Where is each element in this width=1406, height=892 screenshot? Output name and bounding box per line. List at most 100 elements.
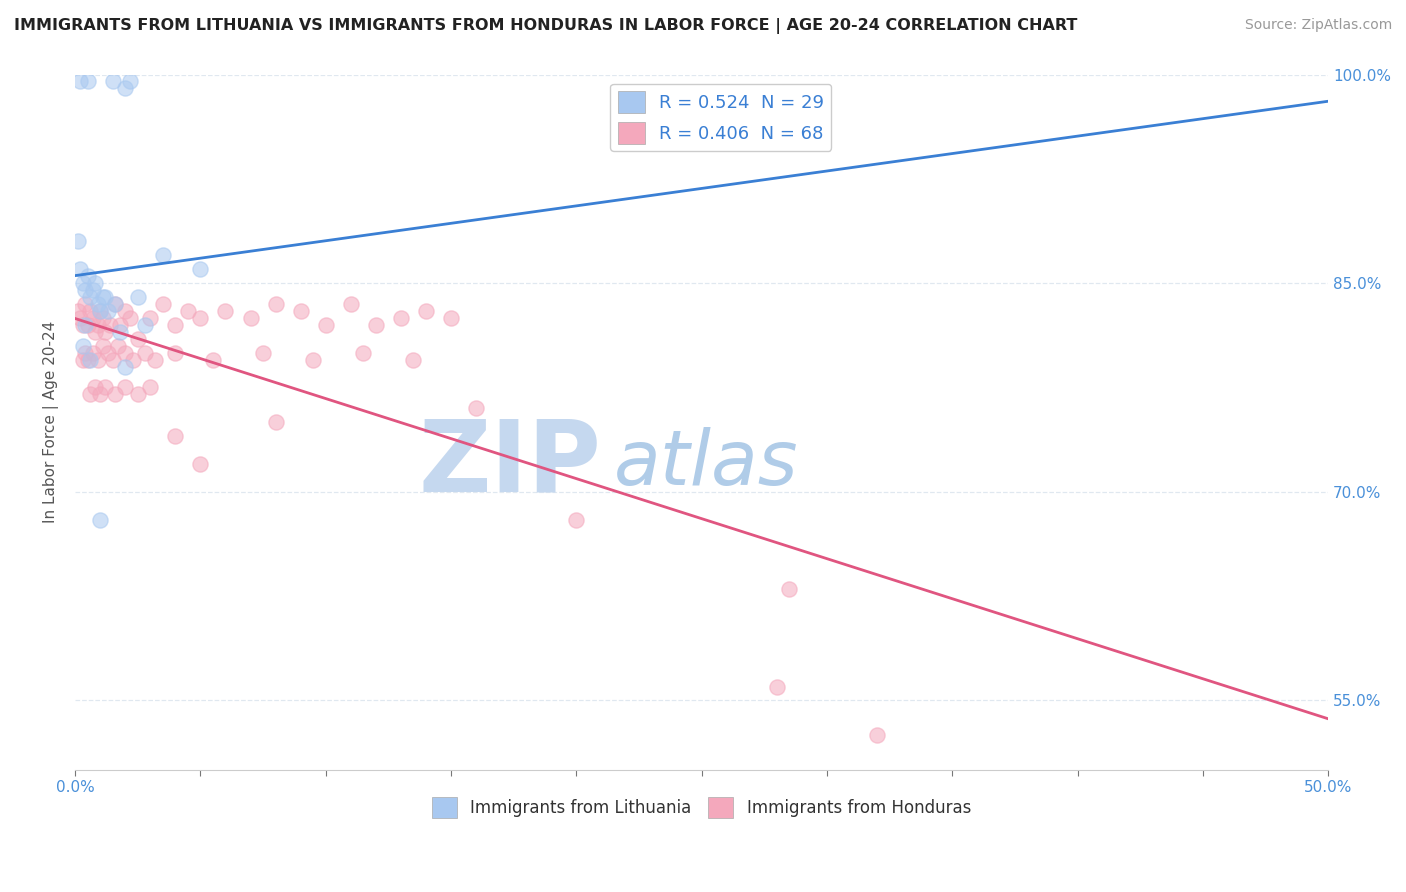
Y-axis label: In Labor Force | Age 20-24: In Labor Force | Age 20-24 [44,321,59,524]
Point [79,387,101,401]
Point [465,401,488,416]
Point [94,290,117,304]
Point [765,680,787,694]
Point [152,297,174,311]
Point [127,387,149,401]
Point [114,359,136,374]
Point [75,345,97,359]
Point [139,310,162,325]
Point [239,310,262,325]
Point [94,380,117,394]
Point [76,74,98,88]
Point [82,345,104,359]
Point [97,304,120,318]
Point [177,304,200,318]
Point [352,345,374,359]
Point [91,310,114,325]
Point [69,262,91,277]
Point [86,318,108,332]
Point [389,310,412,325]
Point [440,310,463,325]
Point [290,304,312,318]
Point [84,380,107,394]
Point [565,513,588,527]
Point [89,513,111,527]
Text: ZIP: ZIP [419,416,602,513]
Point [264,297,287,311]
Point [104,297,127,311]
Point [152,248,174,262]
Point [75,283,97,297]
Point [89,304,111,318]
Point [190,457,212,471]
Point [121,352,143,367]
Point [302,352,325,367]
Point [72,276,94,290]
Point [82,283,104,297]
Point [86,352,108,367]
Point [107,339,129,353]
Text: Source: ZipAtlas.com: Source: ZipAtlas.com [1244,18,1392,32]
Point [79,290,101,304]
Point [86,297,108,311]
Point [108,318,131,332]
Point [69,74,91,88]
Point [120,310,142,325]
Point [214,304,236,318]
Point [79,352,101,367]
Point [91,339,114,353]
Point [127,332,149,346]
Point [104,297,127,311]
Point [402,352,425,367]
Point [94,325,117,339]
Point [415,304,437,318]
Point [190,310,212,325]
Point [165,318,187,332]
Point [127,290,149,304]
Point [134,318,156,332]
Point [82,310,104,325]
Point [101,74,124,88]
Point [76,352,98,367]
Point [91,290,114,304]
Point [143,352,166,367]
Point [165,345,187,359]
Point [98,318,121,332]
Point [66,235,89,249]
Point [89,387,111,401]
Point [252,345,274,359]
Point [264,415,287,429]
Point [139,380,162,394]
Text: IMMIGRANTS FROM LITHUANIA VS IMMIGRANTS FROM HONDURAS IN LABOR FORCE | AGE 20-24: IMMIGRANTS FROM LITHUANIA VS IMMIGRANTS … [14,18,1077,34]
Point [69,310,91,325]
Point [75,318,97,332]
Point [104,387,127,401]
Point [72,352,94,367]
Point [72,339,94,353]
Point [201,352,224,367]
Point [114,81,136,95]
Point [72,318,94,332]
Point [778,582,800,597]
Point [134,345,156,359]
Point [66,304,89,318]
Point [89,304,111,318]
Point [101,352,124,367]
Point [75,297,97,311]
Point [364,318,387,332]
Legend: Immigrants from Lithuania, Immigrants from Honduras: Immigrants from Lithuania, Immigrants fr… [426,790,977,824]
Point [79,304,101,318]
Point [165,429,187,443]
Point [76,318,98,332]
Point [84,276,107,290]
Point [114,345,136,359]
Point [114,304,136,318]
Point [315,318,337,332]
Point [866,728,889,742]
Point [114,380,136,394]
Text: atlas: atlas [614,427,799,501]
Point [76,269,98,284]
Point [339,297,361,311]
Point [97,345,120,359]
Point [190,262,212,277]
